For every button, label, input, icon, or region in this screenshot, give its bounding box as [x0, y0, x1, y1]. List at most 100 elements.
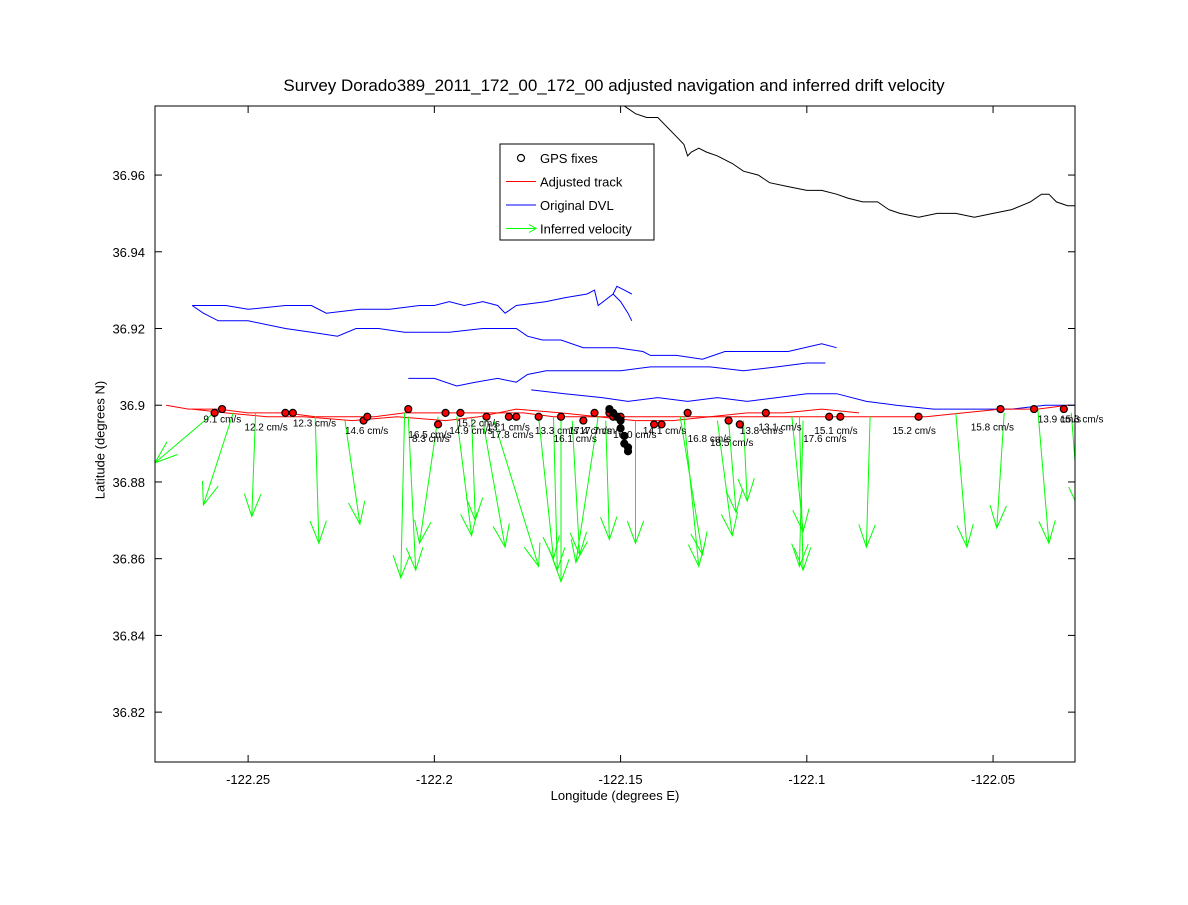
gps-fix-point — [579, 416, 588, 425]
speed-label: 15.8 cm/s — [971, 422, 1014, 433]
x-tick-label: -122.05 — [971, 772, 1015, 787]
speed-label: 15.6 cm/s — [1060, 415, 1103, 426]
velocity-arrow — [405, 416, 424, 572]
gps-fix-point — [504, 412, 513, 421]
y-axis-label: Latitude (degrees N) — [92, 380, 108, 500]
speed-label: 9.1 cm/s — [203, 415, 241, 426]
speed-label: 16.5 cm/s — [408, 430, 451, 441]
gps-fix-point — [1029, 404, 1039, 414]
velocity-arrow — [155, 408, 219, 464]
legend-gps-marker — [516, 153, 526, 163]
gps-fix-point — [836, 412, 845, 421]
velocity-arrow — [202, 412, 234, 507]
speed-label: 14.6 cm/s — [345, 426, 388, 437]
velocity-arrow — [791, 420, 809, 568]
velocity-arrow — [600, 420, 618, 541]
gps-fix-point — [404, 404, 413, 414]
gps-fix-point — [735, 420, 744, 429]
speed-label: 13.1 cm/s — [486, 422, 529, 433]
speed-label: 12.2 cm/s — [244, 422, 287, 433]
coastline-line — [624, 106, 1075, 218]
gps-fix-point — [825, 412, 834, 421]
gps-fix-point — [210, 408, 219, 418]
velocity-arrow — [570, 416, 599, 564]
y-tick-label: 36.92 — [112, 322, 145, 337]
gps-fix-point — [363, 412, 372, 421]
speed-label: 17.7 cm/s — [580, 426, 623, 437]
velocity-arrow — [243, 412, 262, 518]
chart-title: Survey Dorado389_2011_172_00_172_00 adju… — [283, 76, 945, 95]
gps-fix-point — [512, 412, 521, 421]
gps-fix-point — [217, 404, 227, 414]
velocity-arrow — [309, 416, 327, 545]
gps-fix-point — [616, 416, 625, 425]
x-axis-label: Longitude (degrees E) — [550, 788, 680, 803]
dvl-track-line — [612, 293, 633, 322]
legend-label: Adjusted track — [540, 175, 623, 190]
gps-fix-point — [623, 447, 633, 456]
legend-label: Inferred velocity — [540, 222, 632, 237]
speed-label: 13.1 cm/s — [758, 422, 801, 433]
legend-label: Original DVL — [540, 198, 614, 213]
x-tick-label: -122.1 — [788, 772, 825, 787]
velocity-arrow — [493, 420, 541, 568]
velocity-arrow — [482, 420, 510, 549]
velocity-arrow — [552, 420, 570, 584]
y-tick-label: 36.88 — [112, 475, 145, 490]
gps-fix-point — [1059, 404, 1068, 414]
gps-fix-point — [914, 412, 923, 421]
gps-fix-point — [433, 420, 443, 429]
velocity-arrow — [538, 416, 560, 561]
y-tick-label: 36.9 — [120, 398, 145, 413]
velocity-arrow — [1037, 409, 1056, 545]
speed-label: 16.8 cm/s — [688, 434, 731, 445]
speed-label: 14.9 cm/s — [449, 426, 492, 437]
velocity-arrow — [858, 416, 876, 549]
gps-fix-point — [590, 408, 599, 418]
dvl-track-line — [192, 285, 633, 314]
gps-fix-point — [724, 416, 733, 425]
y-tick-label: 36.82 — [112, 705, 145, 720]
speed-label: 15.2 cm/s — [892, 426, 935, 437]
speed-label: 13.3 cm/s — [535, 426, 578, 437]
axes-box — [154, 105, 1076, 763]
gps-fix-point — [456, 408, 465, 418]
legend-label: GPS fixes — [540, 151, 598, 166]
gps-fix-point — [616, 424, 625, 433]
velocity-arrow — [626, 420, 645, 545]
gps-fix-point — [761, 408, 770, 418]
velocity-arrow — [414, 416, 439, 545]
gps-fix-point — [288, 408, 297, 418]
speed-label: 17.6 cm/s — [803, 434, 846, 445]
dvl-track-line — [191, 305, 837, 360]
speed-label: 17.4 cm/s — [568, 426, 611, 437]
speed-label: 13.8 cm/s — [740, 426, 783, 437]
speed-label: 12.3 cm/s — [293, 419, 336, 430]
legend-arrow-swatch — [506, 224, 538, 233]
gps-fix-point — [281, 408, 290, 418]
y-tick-label: 36.96 — [112, 168, 145, 183]
speed-label: 17.8 cm/s — [490, 430, 533, 441]
dvl-track-line — [531, 389, 1075, 410]
speed-label: 16.1 cm/s — [554, 434, 597, 445]
gps-fix-point — [482, 412, 491, 421]
speed-label: 16.0 cm/s — [613, 430, 656, 441]
x-tick-label: -122.2 — [416, 772, 453, 787]
gps-fix-point — [441, 408, 450, 418]
y-tick-label: 36.84 — [112, 628, 145, 643]
gps-fix-point — [683, 408, 692, 418]
adjusted-track-line — [192, 408, 860, 422]
velocity-arrow — [955, 412, 974, 549]
plot-area — [155, 106, 1075, 584]
gps-fix-point — [996, 404, 1005, 414]
x-tick-label: -122.25 — [226, 772, 270, 787]
velocity-arrow — [725, 420, 743, 515]
velocity-arrow — [392, 412, 411, 580]
speed-label: 15.2 cm/s — [457, 419, 500, 430]
gps-fix-point — [534, 412, 543, 421]
velocity-arrow — [465, 416, 484, 522]
velocity-arrow — [737, 420, 755, 503]
velocity-arrow — [679, 416, 708, 557]
velocity-arrow — [716, 420, 739, 538]
